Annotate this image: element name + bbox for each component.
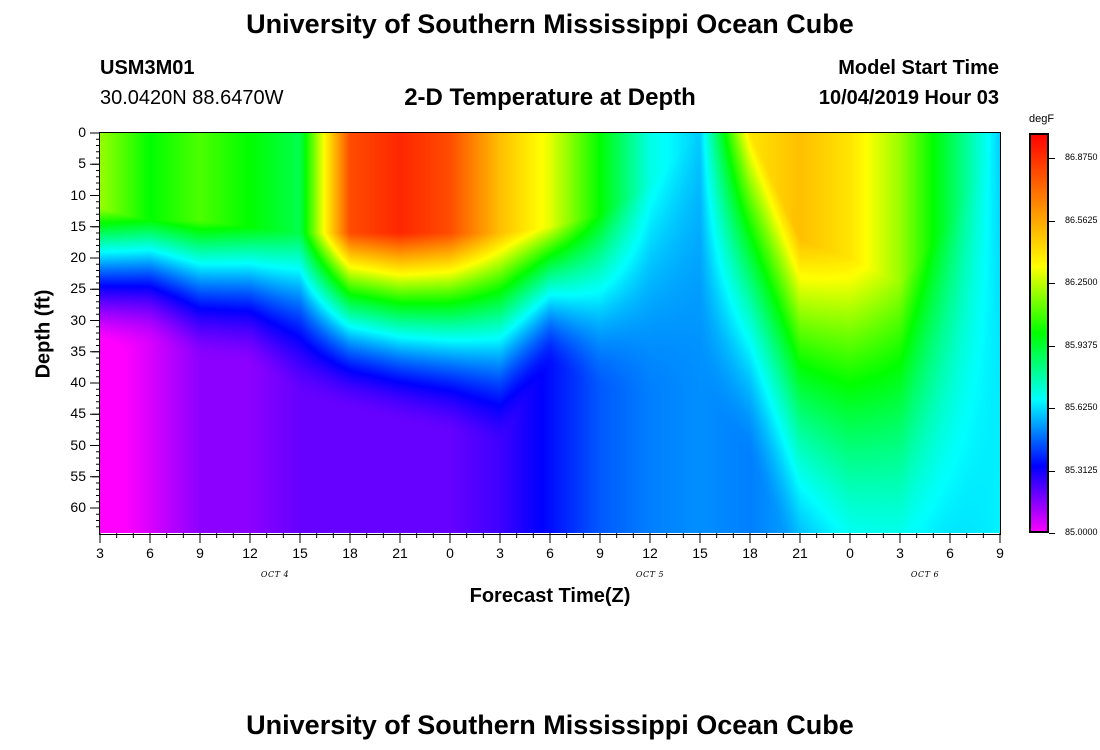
colorbar-tick <box>1049 220 1055 222</box>
y-tick-label: 10 <box>70 186 86 203</box>
y-tick-label: 40 <box>70 374 86 390</box>
x-tick-label: 0 <box>846 545 854 561</box>
colorbar-tick <box>1049 470 1055 472</box>
station-coordinates: 30.0420N 88.6470W <box>100 87 284 109</box>
colorbar-tick-label: 85.9375 <box>1065 339 1098 350</box>
station-id: USM3M01 <box>100 57 195 79</box>
footer-title: University of Southern Mississippi Ocean… <box>246 710 854 740</box>
x-tick-label: 3 <box>496 545 504 561</box>
y-tick-label: 15 <box>70 217 86 234</box>
temperature-heatmap <box>100 133 1000 533</box>
y-tick-label: 50 <box>70 436 86 453</box>
y-tick-label: 35 <box>70 342 86 359</box>
colorbar-tick-label: 85.3125 <box>1065 464 1098 475</box>
x-tick-label: 6 <box>946 545 954 561</box>
x-tick-label: 9 <box>196 545 204 561</box>
colorbar-tick <box>1049 345 1055 347</box>
x-tick-label: 12 <box>242 545 258 561</box>
colorbar-tick-label: 86.8750 <box>1065 152 1098 162</box>
x-tick-label: 3 <box>896 545 904 561</box>
x-axis-label: Forecast Time(Z) <box>469 585 631 607</box>
colorbar-tick-label: 86.5625 <box>1065 214 1098 225</box>
x-tick-label: 12 <box>642 545 658 561</box>
x-date-label: OCT 5 <box>635 570 665 579</box>
colorbar-tick-label: 85.0000 <box>1065 527 1098 537</box>
x-tick-label: 9 <box>596 545 604 561</box>
colorbar-tick <box>1049 408 1055 409</box>
y-tick-label: 0 <box>78 124 86 140</box>
colorbar-tick-label: 85.6250 <box>1065 402 1098 412</box>
x-tick-label: 6 <box>146 545 154 561</box>
colorbar-tick <box>1049 158 1055 159</box>
x-tick-label: 6 <box>546 545 554 561</box>
y-tick-label: 5 <box>78 155 86 172</box>
x-tick-label: 9 <box>996 545 1004 561</box>
x-date-label: OCT 4 <box>260 570 290 579</box>
page-title: University of Southern Mississippi Ocean… <box>246 9 854 39</box>
colorbar-frame <box>1029 133 1049 533</box>
x-tick-label: 15 <box>292 545 308 561</box>
y-tick-label: 30 <box>70 311 86 328</box>
model-start-time: 10/04/2019 Hour 03 <box>818 87 999 109</box>
colorbar-tick <box>1049 283 1055 284</box>
colorbar <box>1030 133 1048 533</box>
y-tick-label: 20 <box>70 249 86 265</box>
x-tick-label: 21 <box>392 545 408 561</box>
x-tick-label: 3 <box>96 545 104 561</box>
y-axis-label: Depth (ft) <box>32 289 55 379</box>
x-tick-label: 18 <box>742 545 758 561</box>
colorbar-units: degF <box>1029 113 1055 125</box>
x-date-label: OCT 6 <box>910 570 940 579</box>
colorbar-tick-label: 86.2500 <box>1065 277 1098 287</box>
x-tick-label: 0 <box>446 545 454 561</box>
model-start-label: Model Start Time <box>838 57 999 79</box>
y-tick-label: 25 <box>70 280 86 297</box>
y-tick-label: 45 <box>70 405 86 422</box>
colorbar-tick <box>1049 533 1055 534</box>
x-tick-label: 21 <box>792 545 808 561</box>
plot-title: 2-D Temperature at Depth <box>404 84 696 111</box>
x-tick-label: 15 <box>692 545 708 561</box>
y-tick-label: 55 <box>70 467 86 484</box>
x-tick-label: 18 <box>342 545 358 561</box>
y-tick-label: 60 <box>70 499 86 515</box>
